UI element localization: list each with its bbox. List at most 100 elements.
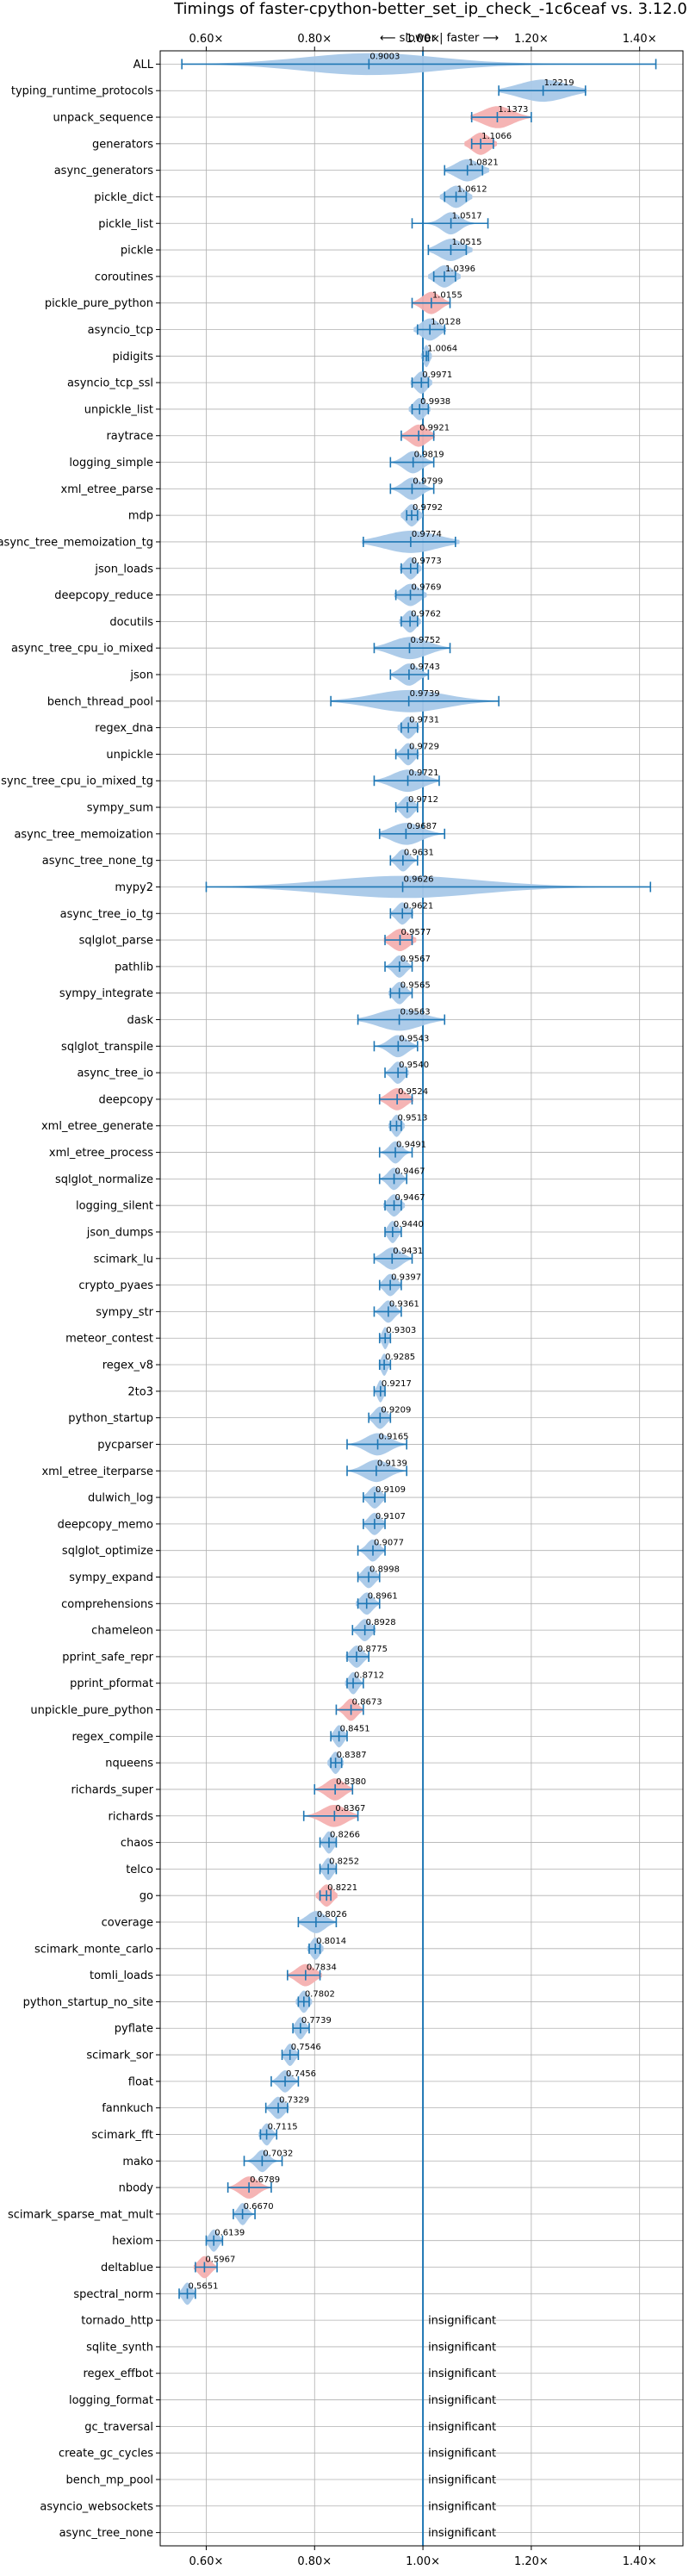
value-label: 0.9467 — [395, 1167, 425, 1176]
category-label: pickle_list — [98, 218, 153, 231]
category-label: scimark_sparse_mat_mult — [8, 2208, 153, 2221]
category-label: unpack_sequence — [53, 112, 153, 125]
value-label: 0.9361 — [389, 1299, 419, 1309]
value-label: 1.1066 — [481, 132, 512, 141]
value-label: 0.5967 — [205, 2256, 235, 2265]
value-label: 0.9397 — [391, 1273, 421, 1283]
insignificant-label: insignificant — [428, 2394, 496, 2407]
x-tick-label-bottom: 0.80× — [297, 2555, 332, 2568]
category-label: spectral_norm — [73, 2288, 153, 2301]
value-label: 0.8221 — [327, 1883, 357, 1893]
value-label: 0.8928 — [366, 1618, 396, 1627]
category-label: xml_etree_process — [49, 1147, 153, 1160]
value-label: 0.9921 — [419, 424, 450, 433]
category-label: pickle_pure_python — [45, 297, 153, 310]
category-label: dask — [127, 1014, 153, 1027]
value-label: 0.8266 — [330, 1831, 360, 1840]
category-label: async_tree_cpu_io_mixed — [11, 643, 153, 656]
value-label: 0.9165 — [379, 1432, 409, 1441]
category-label: sqlglot_parse — [79, 935, 153, 948]
x-tick-label-top: 1.20× — [514, 33, 549, 46]
value-label: 0.9774 — [412, 530, 442, 539]
category-label: xml_etree_iterparse — [41, 1465, 153, 1478]
category-label: pyflate — [115, 2023, 153, 2036]
category-label: telco — [126, 1864, 153, 1876]
category-label: deepcopy_reduce — [54, 589, 153, 602]
category-label: sympy_integrate — [59, 987, 153, 1000]
value-label: 0.7115 — [268, 2122, 298, 2131]
x-tick-label-top: 1.40× — [623, 33, 657, 46]
category-label: dulwich_log — [88, 1492, 153, 1505]
category-label: pathlib — [115, 961, 153, 974]
value-label: 0.9109 — [376, 1485, 406, 1495]
axis-layer: 0.60× 0.60× 0.80× 0.80× 1.00× 1.00× 1.20× 1.20×… — [0, 33, 684, 2568]
chart-title: Timings of faster-cpython-better_set_ip_… — [173, 0, 687, 18]
category-label: async_tree_io — [77, 1067, 153, 1080]
category-label: tornado_http — [81, 2315, 153, 2328]
category-label: scimark_sor — [86, 2050, 153, 2063]
category-label: gc_traversal — [84, 2421, 153, 2434]
value-label: 0.6789 — [250, 2175, 280, 2185]
category-label: sympy_str — [96, 1306, 153, 1319]
value-label: 0.7802 — [305, 1989, 335, 1999]
value-label: 1.0515 — [451, 238, 481, 247]
category-label: hexiom — [112, 2235, 153, 2248]
category-label: json_loads — [94, 563, 153, 576]
category-label: scimark_monte_carlo — [34, 1943, 153, 1956]
category-label: pycparser — [97, 1439, 153, 1452]
category-label: asyncio_websockets — [40, 2500, 153, 2513]
value-label: 0.8387 — [337, 1751, 367, 1760]
value-label: 0.9819 — [414, 451, 444, 460]
category-label: asyncio_tcp — [88, 324, 153, 337]
category-label: tomli_loads — [90, 1969, 153, 1982]
value-label: 0.6139 — [214, 2229, 245, 2238]
category-label: logging_format — [69, 2394, 153, 2407]
value-label: 0.9565 — [400, 981, 431, 991]
category-label: mdp — [128, 510, 153, 523]
value-label: 0.8252 — [329, 1857, 359, 1866]
category-label: crypto_pyaes — [78, 1279, 153, 1292]
category-label: generators — [92, 138, 153, 151]
value-label: 0.9743 — [410, 663, 440, 672]
value-label: 0.9524 — [398, 1087, 428, 1097]
value-label: 1.0612 — [457, 184, 487, 194]
x-tick-label-top: 1.00× — [406, 33, 440, 46]
category-label: deltablue — [101, 2262, 153, 2274]
value-label: 0.7834 — [307, 1963, 337, 1973]
value-label: 0.8712 — [354, 1671, 384, 1681]
insignificant-label: insignificant — [428, 2473, 496, 2486]
category-label: unpickle_list — [84, 403, 153, 416]
value-label: 0.7032 — [263, 2149, 293, 2158]
insignificant-label: insignificant — [428, 2421, 496, 2434]
value-label: 0.9712 — [408, 795, 438, 805]
category-label: coroutines — [95, 271, 153, 283]
category-label: async_tree_cpu_io_mixed_tg — [0, 775, 153, 788]
category-label: async_generators — [54, 165, 154, 177]
value-label: 0.5651 — [189, 2281, 219, 2291]
x-tick-label-bottom: 1.20× — [514, 2555, 549, 2568]
category-label: sqlite_synth — [86, 2341, 153, 2354]
category-label: raytrace — [106, 430, 153, 443]
insignificant-label: insignificant — [428, 2500, 496, 2513]
value-label: 0.9567 — [400, 955, 431, 964]
value-label: 0.8380 — [336, 1777, 366, 1787]
value-label: 0.9540 — [399, 1061, 429, 1070]
value-label: 0.9729 — [409, 742, 439, 751]
category-label: unpickle_pure_python — [30, 1704, 153, 1717]
value-label: 0.9769 — [412, 583, 442, 593]
category-label: mypy2 — [115, 881, 153, 894]
category-label: unpickle — [106, 749, 153, 762]
category-label: pickle_dict — [94, 191, 153, 204]
value-label: 0.9687 — [407, 822, 437, 831]
value-label: 0.7329 — [279, 2096, 309, 2106]
value-label: 0.9752 — [410, 636, 440, 645]
value-label: 0.9491 — [396, 1141, 426, 1150]
category-label: xml_etree_generate — [41, 1120, 153, 1133]
value-label: 0.8775 — [357, 1645, 388, 1654]
category-label: json_dumps — [86, 1226, 153, 1239]
value-label: 1.0155 — [432, 291, 462, 301]
category-label: go — [140, 1890, 153, 1903]
category-label: sqlglot_transpile — [61, 1041, 153, 1054]
